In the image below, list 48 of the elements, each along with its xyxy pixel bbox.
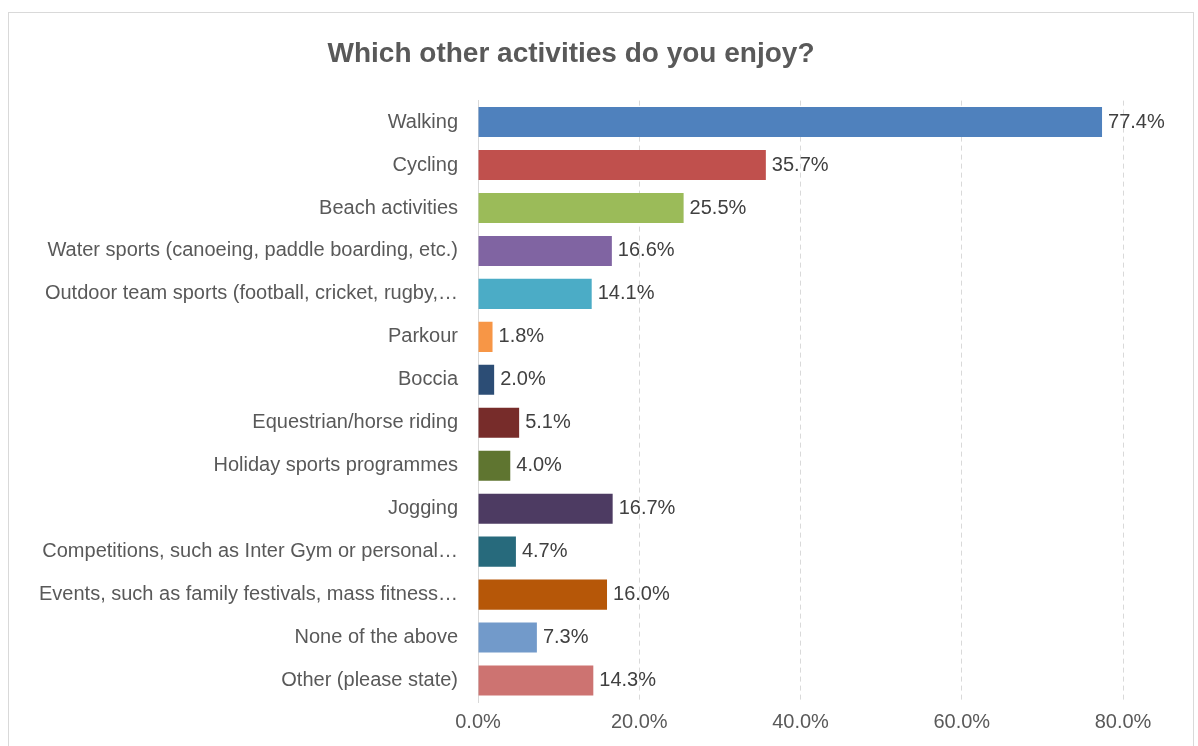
y-tick-label: Competitions, such as Inter Gym or personal… <box>42 539 459 562</box>
data-label: 4.0% <box>516 453 563 476</box>
y-tick-label: Holiday sports programmes <box>213 453 459 476</box>
bar <box>478 665 594 696</box>
y-tick-label: Outdoor team sports (football, cricket, rugby,… <box>44 281 459 304</box>
data-label: 35.7% <box>771 152 829 175</box>
data-label: 14.3% <box>599 668 657 691</box>
data-label: 2.0% <box>500 367 546 390</box>
y-tick-label: Water sports (canoeing, paddle boarding, etc.) <box>47 238 459 261</box>
bar <box>478 321 493 352</box>
y-tick-label: Walking <box>387 109 459 132</box>
data-label: 77.4% <box>1108 109 1165 132</box>
bar <box>478 579 608 610</box>
data-label: 5.1% <box>525 410 571 433</box>
y-tick-label: Other (please state) <box>281 668 459 691</box>
bar <box>478 622 537 653</box>
y-tick-label: Cycling <box>392 152 459 175</box>
bar <box>478 493 613 524</box>
bar <box>478 407 520 438</box>
data-label: 7.3% <box>542 625 589 648</box>
bar <box>478 107 1103 138</box>
x-tick-label: 80.0% <box>1094 709 1152 732</box>
y-tick-label: Beach activities <box>319 195 459 218</box>
data-label: 1.8% <box>498 324 545 347</box>
data-label: 16.7% <box>618 496 676 519</box>
y-tick-label: None of the above <box>294 625 459 648</box>
y-tick-label: Jogging <box>387 496 459 519</box>
bar <box>478 278 592 309</box>
data-label: 16.6% <box>617 238 675 261</box>
y-tick-label: Equestrian/horse riding <box>252 410 459 433</box>
x-tick-label: 60.0% <box>933 709 991 732</box>
data-label: 16.0% <box>613 582 670 605</box>
y-tick-label: Boccia <box>397 367 459 390</box>
bar <box>478 235 612 266</box>
data-label: 25.5% <box>689 195 747 218</box>
data-label: 4.7% <box>521 539 568 562</box>
bar <box>478 364 495 395</box>
bar <box>478 536 516 567</box>
data-label: 14.1% <box>597 281 655 304</box>
bar <box>478 150 766 181</box>
x-tick-label: 0.0% <box>455 709 502 732</box>
x-tick-label: 20.0% <box>610 709 668 732</box>
y-tick-label: Parkour <box>387 324 459 347</box>
bar <box>478 450 511 481</box>
chart-title: Which other activities do you enjoy? <box>327 36 815 68</box>
y-tick-label: Events, such as family festivals, mass fitness… <box>38 582 459 605</box>
bar <box>478 192 684 224</box>
x-tick-label: 40.0% <box>772 709 830 732</box>
